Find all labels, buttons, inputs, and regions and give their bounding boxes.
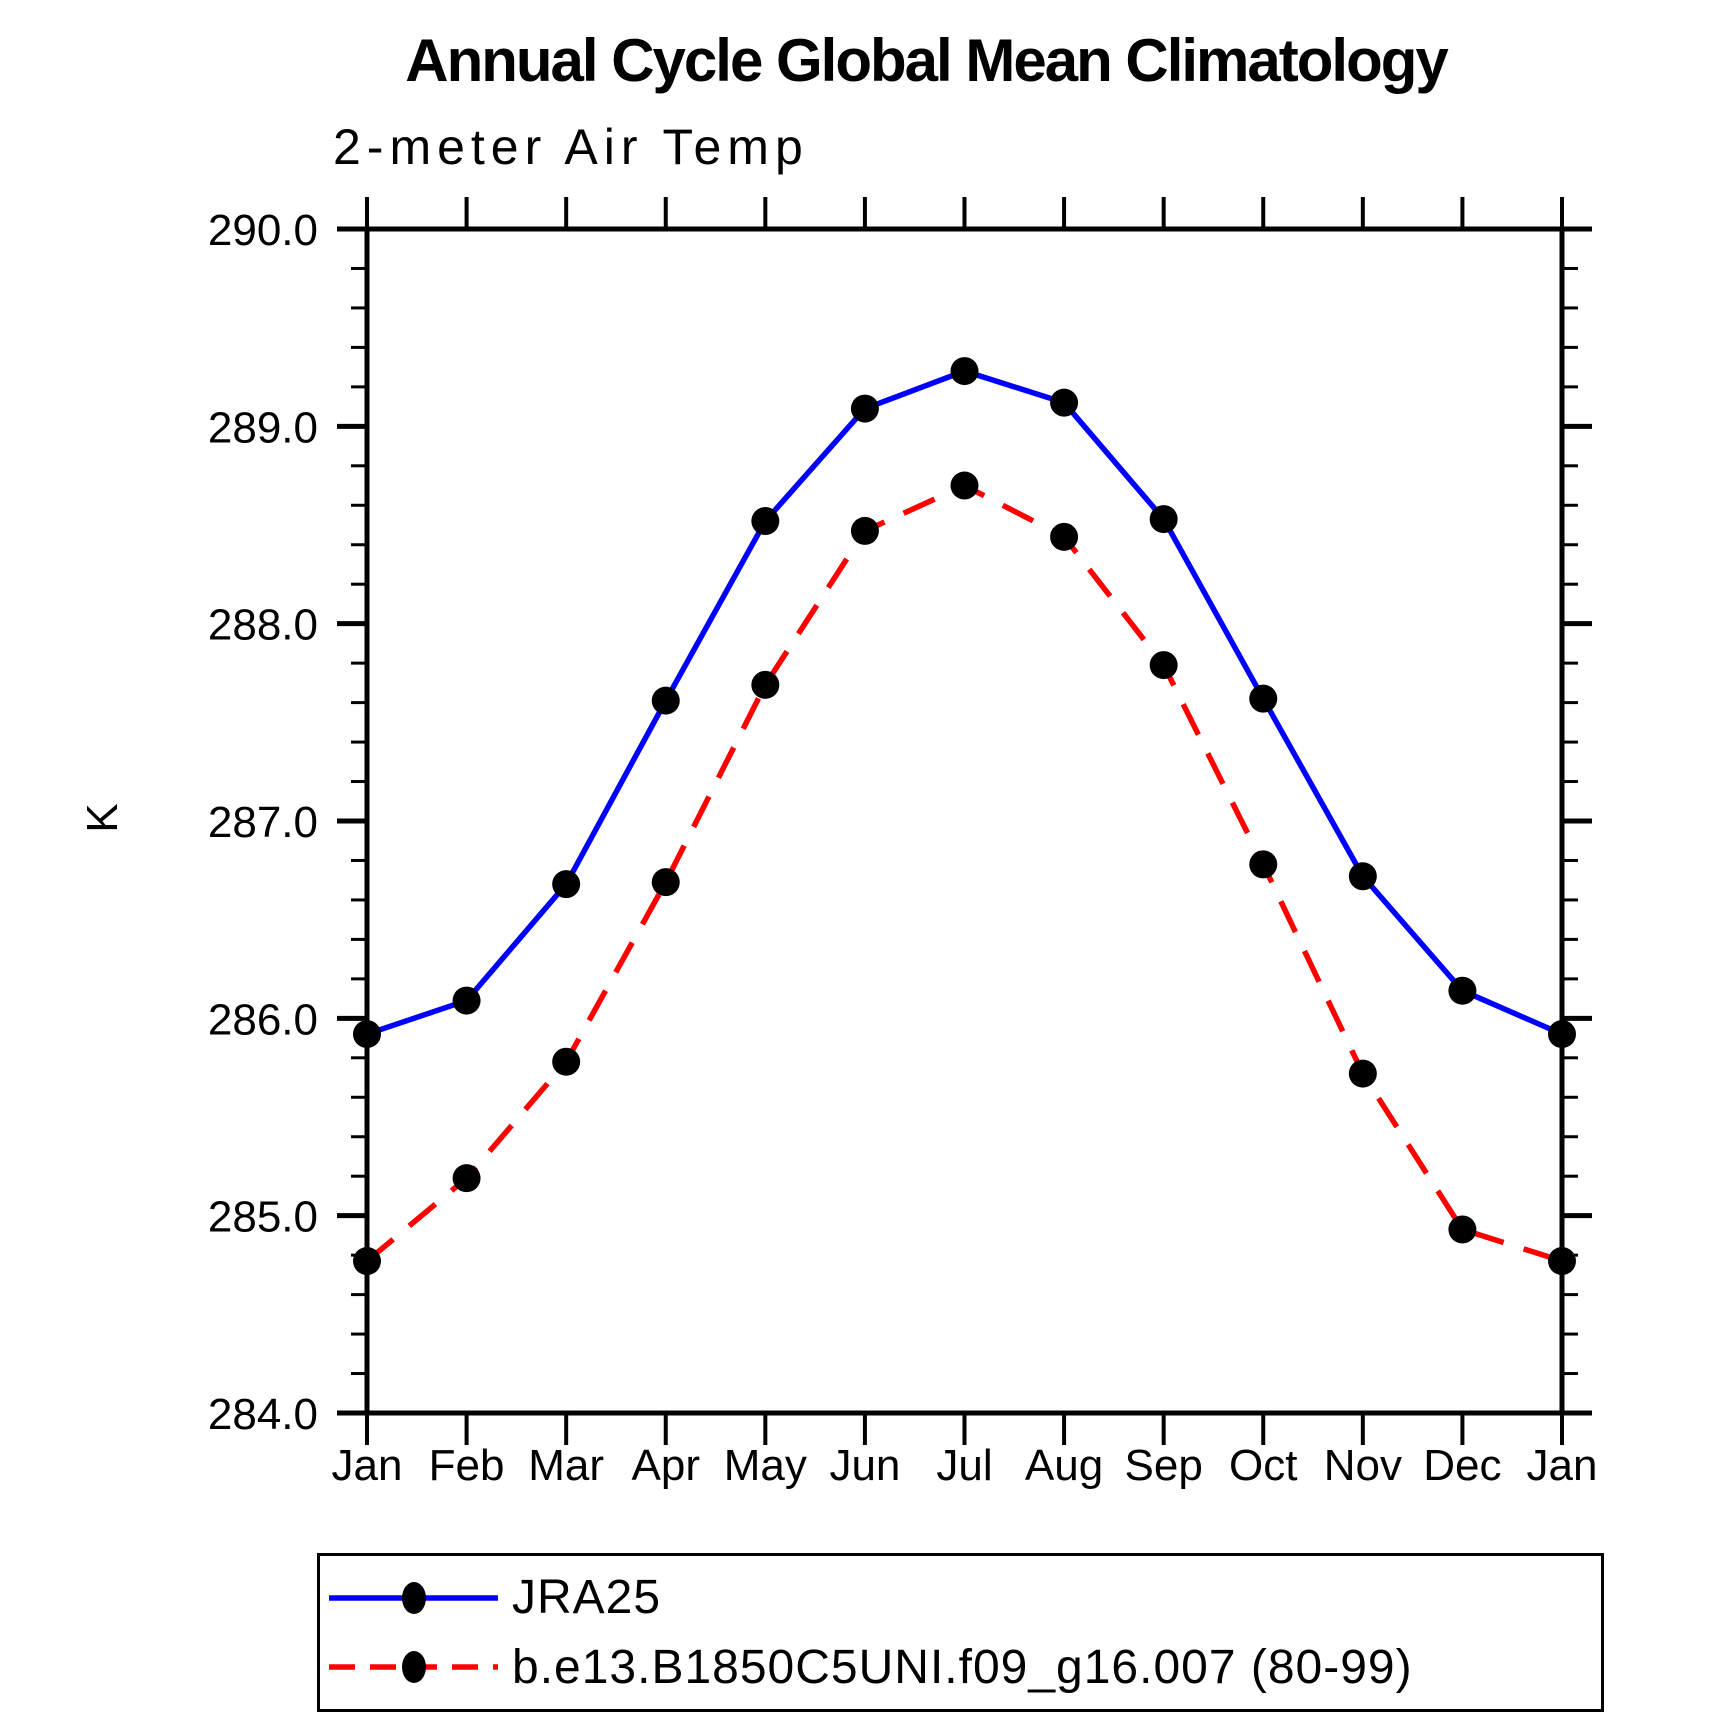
y-tick-label: 286.0 [208, 995, 318, 1044]
series-line-jra25 [366, 368, 1564, 1037]
data-point-marker [1149, 651, 1178, 680]
data-point-marker [552, 870, 581, 899]
chart-subtitle: 2-meter Air Temp [333, 119, 809, 175]
data-point-marker [950, 471, 979, 500]
data-point-marker [1249, 850, 1278, 879]
legend-marker-dot [402, 1581, 426, 1614]
legend-item-model: b.e13.B1850C5UNI.f09_g16.007 (80-99) [326, 1640, 1601, 1695]
x-tick-label: Dec [1423, 1441, 1501, 1490]
y-tick-label: 285.0 [208, 1193, 318, 1242]
data-point-marker [1348, 1059, 1377, 1088]
y-axis-title: K [78, 803, 127, 832]
data-point-marker [751, 507, 780, 536]
chart-title: Annual Cycle Global Mean Climatology [405, 27, 1449, 94]
data-point-marker [950, 357, 979, 386]
legend-line-sample-solid [329, 1581, 498, 1614]
x-tick-label: Oct [1229, 1441, 1297, 1490]
data-point-marker [1548, 1247, 1576, 1276]
y-tick-label: 284.0 [208, 1390, 318, 1439]
x-tick-label: Aug [1025, 1441, 1103, 1490]
data-point-marker [1448, 1215, 1477, 1244]
y-tick-label: 288.0 [208, 601, 318, 650]
data-point-marker [1149, 505, 1178, 534]
x-tick-label: Mar [528, 1441, 604, 1490]
y-tick-label: 287.0 [208, 798, 318, 847]
legend-label-jra25: JRA25 [512, 1571, 662, 1625]
data-point-marker [651, 868, 680, 897]
data-point-marker [1348, 862, 1377, 891]
data-point-marker [353, 1020, 381, 1049]
data-point-marker [850, 516, 879, 545]
data-point-marker [1050, 522, 1079, 551]
x-tick-label: Jan [1527, 1441, 1598, 1490]
data-point-marker [1448, 976, 1477, 1005]
x-tick-label: Nov [1324, 1441, 1402, 1490]
series-line-model [365, 482, 1563, 1264]
y-tick-label: 289.0 [208, 403, 318, 452]
data-point-marker [552, 1047, 581, 1076]
x-tick-label: Jun [829, 1441, 900, 1490]
data-point-marker [1050, 388, 1079, 417]
x-tick-label: Apr [632, 1441, 700, 1490]
legend-label-model: b.e13.B1850C5UNI.f09_g16.007 (80-99) [512, 1640, 1413, 1694]
legend-item-jra25: JRA25 [326, 1570, 1601, 1625]
x-tick-label: Feb [429, 1441, 505, 1490]
data-point-marker [1548, 1020, 1576, 1049]
x-tick-label: Jul [936, 1441, 992, 1490]
data-point-marker [1249, 684, 1278, 713]
x-tick-label: Jan [332, 1441, 403, 1490]
legend: JRA25 b.e13.B1850C5UNI.f09_g16.007 (80-9… [317, 1553, 1604, 1712]
data-point-marker [850, 394, 879, 423]
x-tick-label: Sep [1125, 1441, 1203, 1490]
legend-marker-dot [402, 1651, 426, 1684]
data-point-marker [751, 670, 780, 699]
data-point-marker [353, 1247, 381, 1276]
y-tick-label: 290.0 [208, 206, 318, 255]
legend-line-sample-dashed [329, 1651, 498, 1684]
data-point-marker [651, 686, 680, 715]
plot-box [364, 226, 1565, 1416]
data-point-marker [452, 1164, 481, 1193]
data-point-marker [452, 986, 481, 1015]
x-tick-label: May [724, 1441, 807, 1490]
